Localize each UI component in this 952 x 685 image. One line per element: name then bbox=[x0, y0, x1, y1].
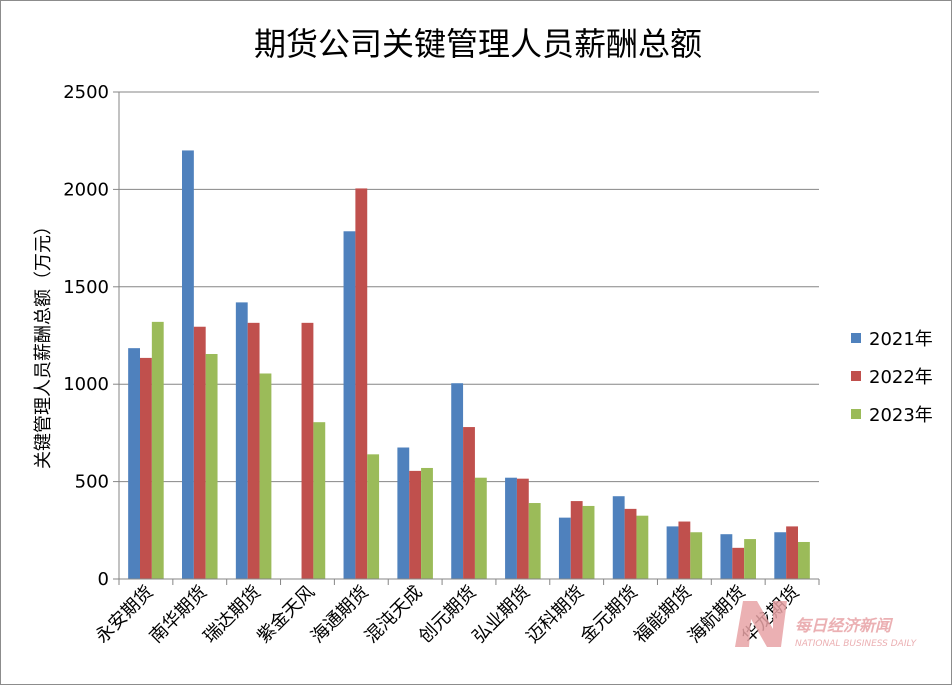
bar bbox=[582, 505, 595, 579]
bar bbox=[397, 447, 410, 579]
watermark-name-cn: 每日经济新闻 bbox=[795, 616, 894, 635]
bar bbox=[666, 526, 679, 579]
bar bbox=[690, 532, 703, 579]
bar bbox=[409, 470, 422, 579]
bar bbox=[636, 515, 649, 579]
bar bbox=[193, 326, 206, 579]
y-tick-label: 1000 bbox=[63, 374, 109, 395]
bar bbox=[774, 532, 787, 579]
bar bbox=[505, 477, 517, 579]
bar bbox=[798, 541, 810, 579]
x-category-label: 瑞达期货 bbox=[199, 582, 265, 648]
bar bbox=[558, 517, 571, 579]
watermark-name-en: NATIONAL BUSINESS DAILY bbox=[795, 639, 918, 649]
bar bbox=[528, 503, 541, 579]
legend-swatch bbox=[851, 333, 861, 343]
bar bbox=[205, 354, 218, 579]
axes bbox=[113, 91, 820, 585]
y-tick-label: 2500 bbox=[63, 82, 109, 103]
bar bbox=[516, 478, 529, 579]
bar bbox=[235, 302, 248, 579]
bar bbox=[421, 467, 433, 579]
x-category-label: 混沌天成 bbox=[361, 582, 427, 648]
legend-swatch bbox=[851, 371, 861, 381]
legend-swatch bbox=[851, 409, 861, 419]
y-axis-label: 关键管理人员薪酬总额（万元） bbox=[33, 217, 54, 469]
bar bbox=[624, 508, 637, 579]
bar bbox=[367, 454, 380, 579]
y-tick-label: 500 bbox=[75, 472, 109, 493]
x-category-label: 福能期货 bbox=[630, 582, 696, 648]
x-category-labels: 永安期货南华期货瑞达期货紫金天风海通期货混沌天成创元期货弘业期货迈科期货金元期货… bbox=[92, 582, 804, 648]
x-category-label: 南华期货 bbox=[146, 582, 212, 648]
bar bbox=[313, 422, 326, 579]
bar bbox=[732, 547, 745, 579]
bar bbox=[247, 322, 260, 579]
chart-title: 期货公司关键管理人员薪酬总额 bbox=[254, 25, 702, 63]
bar bbox=[474, 477, 487, 579]
x-category-label: 迈科期货 bbox=[522, 582, 588, 648]
bar bbox=[182, 150, 194, 579]
legend-label: 2021年 bbox=[869, 329, 933, 350]
gridlines bbox=[119, 91, 819, 483]
bar bbox=[744, 539, 756, 579]
bar bbox=[128, 348, 140, 579]
x-category-label: 金元期货 bbox=[576, 582, 642, 648]
bar bbox=[355, 188, 368, 579]
bar bbox=[140, 357, 152, 579]
legend: 2021年 2022年 2023年 bbox=[851, 329, 933, 426]
legend-label: 2022年 bbox=[869, 367, 933, 388]
nbd-logo-icon bbox=[735, 601, 787, 647]
x-category-label: 弘业期货 bbox=[469, 582, 535, 648]
newspaper-logo-watermark: 每日经济新闻 NATIONAL BUSINESS DAILY bbox=[735, 601, 918, 649]
x-category-label: 永安期货 bbox=[92, 582, 158, 648]
y-tick-label: 2000 bbox=[63, 179, 109, 200]
bar bbox=[720, 534, 733, 579]
bar bbox=[451, 383, 464, 579]
y-tick-labels: 0 500 1000 1500 2000 2500 bbox=[63, 82, 109, 590]
bar bbox=[570, 501, 583, 579]
x-category-label: 海通期货 bbox=[307, 582, 373, 648]
y-tick-label: 1500 bbox=[63, 277, 109, 298]
bar bbox=[463, 427, 475, 579]
bar bbox=[343, 231, 356, 580]
bar bbox=[678, 521, 691, 579]
x-category-label: 紫金天风 bbox=[253, 582, 319, 648]
legend-label: 2023年 bbox=[869, 405, 933, 426]
bar bbox=[151, 321, 164, 579]
x-category-label: 创元期货 bbox=[415, 582, 481, 648]
bar bbox=[301, 322, 314, 579]
bars bbox=[128, 150, 810, 580]
y-tick-label: 0 bbox=[98, 569, 109, 590]
bar bbox=[259, 373, 272, 579]
bar bbox=[612, 496, 625, 579]
bar bbox=[786, 526, 798, 579]
